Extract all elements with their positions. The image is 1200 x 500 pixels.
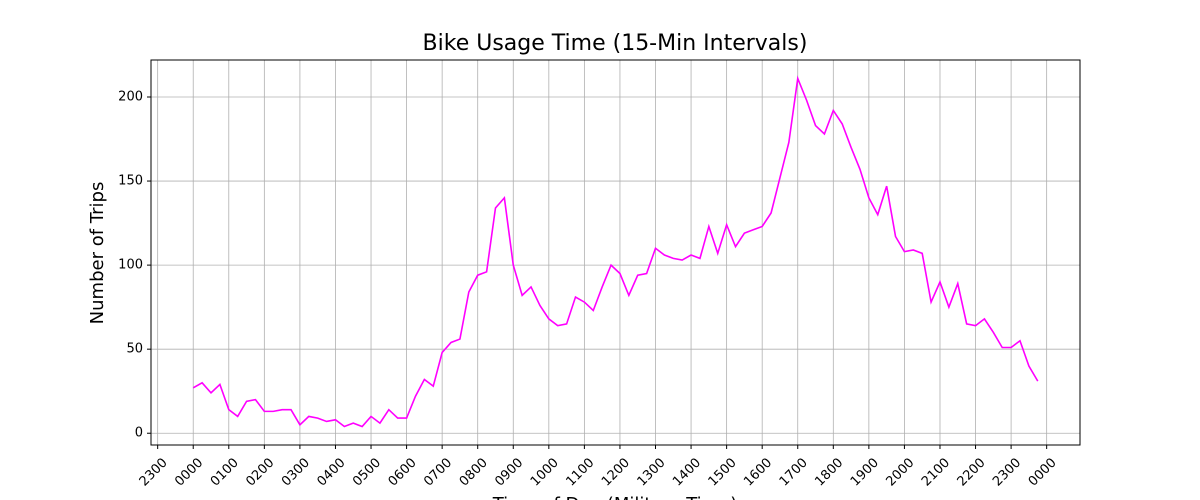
x-tick-label: 0000 — [1026, 455, 1060, 489]
y-tick-label: 50 — [126, 342, 143, 357]
x-tick-label: 0900 — [492, 455, 526, 489]
x-tick-label: 0000 — [172, 455, 206, 489]
y-tick-label: 200 — [118, 89, 143, 104]
x-tick-label: 1000 — [528, 455, 562, 489]
x-tick-label: 0100 — [208, 455, 242, 489]
x-tick-label: 2100 — [919, 455, 953, 489]
x-tick-label: 0200 — [243, 455, 277, 489]
x-tick-label: 0500 — [350, 455, 384, 489]
plot-frame — [150, 59, 1081, 446]
chart-title: Bike Usage Time (15-Min Intervals) — [423, 31, 808, 56]
x-tick-label: 1400 — [670, 455, 704, 489]
x-tick-label: 2000 — [883, 455, 917, 489]
x-tick-label: 1500 — [706, 455, 740, 489]
x-tick-label: 1800 — [812, 455, 846, 489]
x-tick-label: 1900 — [848, 455, 882, 489]
x-tick-label: 0700 — [421, 455, 455, 489]
x-tick-label: 1100 — [563, 455, 597, 489]
y-tick-label: 150 — [118, 174, 143, 189]
x-tick-label: 0300 — [279, 455, 313, 489]
x-tick-label: 0600 — [386, 455, 420, 489]
x-tick-label: 1200 — [599, 455, 633, 489]
x-tick-label: 0800 — [457, 455, 491, 489]
x-tick-label: 1600 — [741, 455, 775, 489]
y-tick-label: 100 — [118, 258, 143, 273]
x-tick-label: 2200 — [955, 455, 989, 489]
data-line — [192, 75, 1039, 428]
y-tick-label: 0 — [135, 426, 143, 441]
x-tick-label: 2300 — [137, 455, 171, 489]
x-tick-label: 0400 — [315, 455, 349, 489]
x-axis-label: Time of Day (Military Time) — [492, 494, 738, 500]
x-tick-label: 1700 — [777, 455, 811, 489]
x-tick-label: 1300 — [635, 455, 669, 489]
y-axis-label: Number of Trips — [87, 182, 108, 325]
x-tick-label: 2300 — [990, 455, 1024, 489]
